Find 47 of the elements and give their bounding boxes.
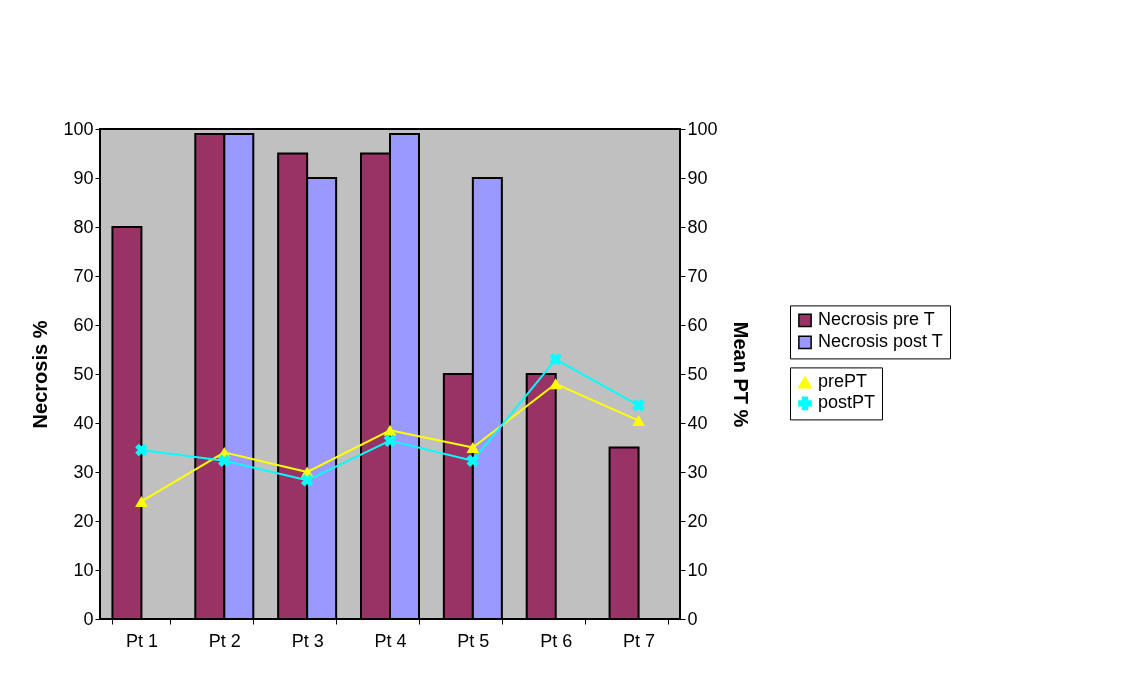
y2-tick-label: 50 bbox=[687, 363, 708, 384]
x-tick-label: Pt 5 bbox=[457, 630, 490, 651]
y-tick-label: 60 bbox=[73, 314, 94, 335]
y2-tick-label: 10 bbox=[687, 559, 708, 580]
y-tick-label: 30 bbox=[73, 461, 94, 482]
point bbox=[218, 454, 231, 467]
y2-tick-label: 40 bbox=[687, 412, 708, 433]
x-tick-label: Pt 1 bbox=[125, 630, 158, 651]
y2-tick-label: 100 bbox=[687, 118, 718, 139]
y2-tick-label: 70 bbox=[687, 265, 708, 286]
x-tick-label: Pt 2 bbox=[208, 630, 241, 651]
y-tick-label: 100 bbox=[63, 118, 94, 139]
legend-label: Necrosis post T bbox=[818, 331, 943, 352]
y2-tick-label: 0 bbox=[687, 608, 698, 629]
point bbox=[549, 353, 562, 366]
y-tick-label: 90 bbox=[73, 167, 94, 188]
point bbox=[466, 442, 480, 453]
point bbox=[632, 415, 645, 427]
point bbox=[135, 443, 148, 457]
legend-label: postPT bbox=[818, 392, 876, 413]
y-tick-label: 20 bbox=[73, 510, 94, 531]
point bbox=[383, 424, 397, 436]
legend-label: prePT bbox=[818, 371, 868, 392]
point bbox=[135, 495, 148, 507]
point bbox=[383, 434, 397, 447]
y2-axis-title: Mean PT % bbox=[729, 321, 752, 428]
y-tick-label: 50 bbox=[73, 363, 94, 384]
x-tick-label: Pt 6 bbox=[540, 630, 573, 651]
y-axis-title: Necrosis % bbox=[29, 320, 52, 429]
point bbox=[300, 474, 314, 487]
y-tick-label: 40 bbox=[73, 412, 94, 433]
y2-tick-label: 20 bbox=[687, 510, 708, 531]
y2-tick-label: 80 bbox=[687, 216, 708, 237]
y-tick-label: 70 bbox=[73, 265, 94, 286]
y-tick-label: 80 bbox=[73, 216, 94, 237]
legend-label: Necrosis pre T bbox=[818, 309, 935, 330]
y2-tick-label: 90 bbox=[687, 167, 708, 188]
y2-tick-label: 60 bbox=[687, 314, 708, 335]
y-tick-label: 0 bbox=[83, 608, 94, 629]
point bbox=[466, 454, 480, 467]
point bbox=[549, 378, 563, 390]
x-tick-label: Pt 3 bbox=[291, 630, 324, 651]
x-tick-label: Pt 7 bbox=[623, 630, 656, 651]
y-tick-label: 10 bbox=[73, 559, 94, 580]
x-tick-label: Pt 4 bbox=[374, 630, 407, 651]
point bbox=[632, 399, 645, 412]
y2-tick-label: 30 bbox=[687, 461, 708, 482]
